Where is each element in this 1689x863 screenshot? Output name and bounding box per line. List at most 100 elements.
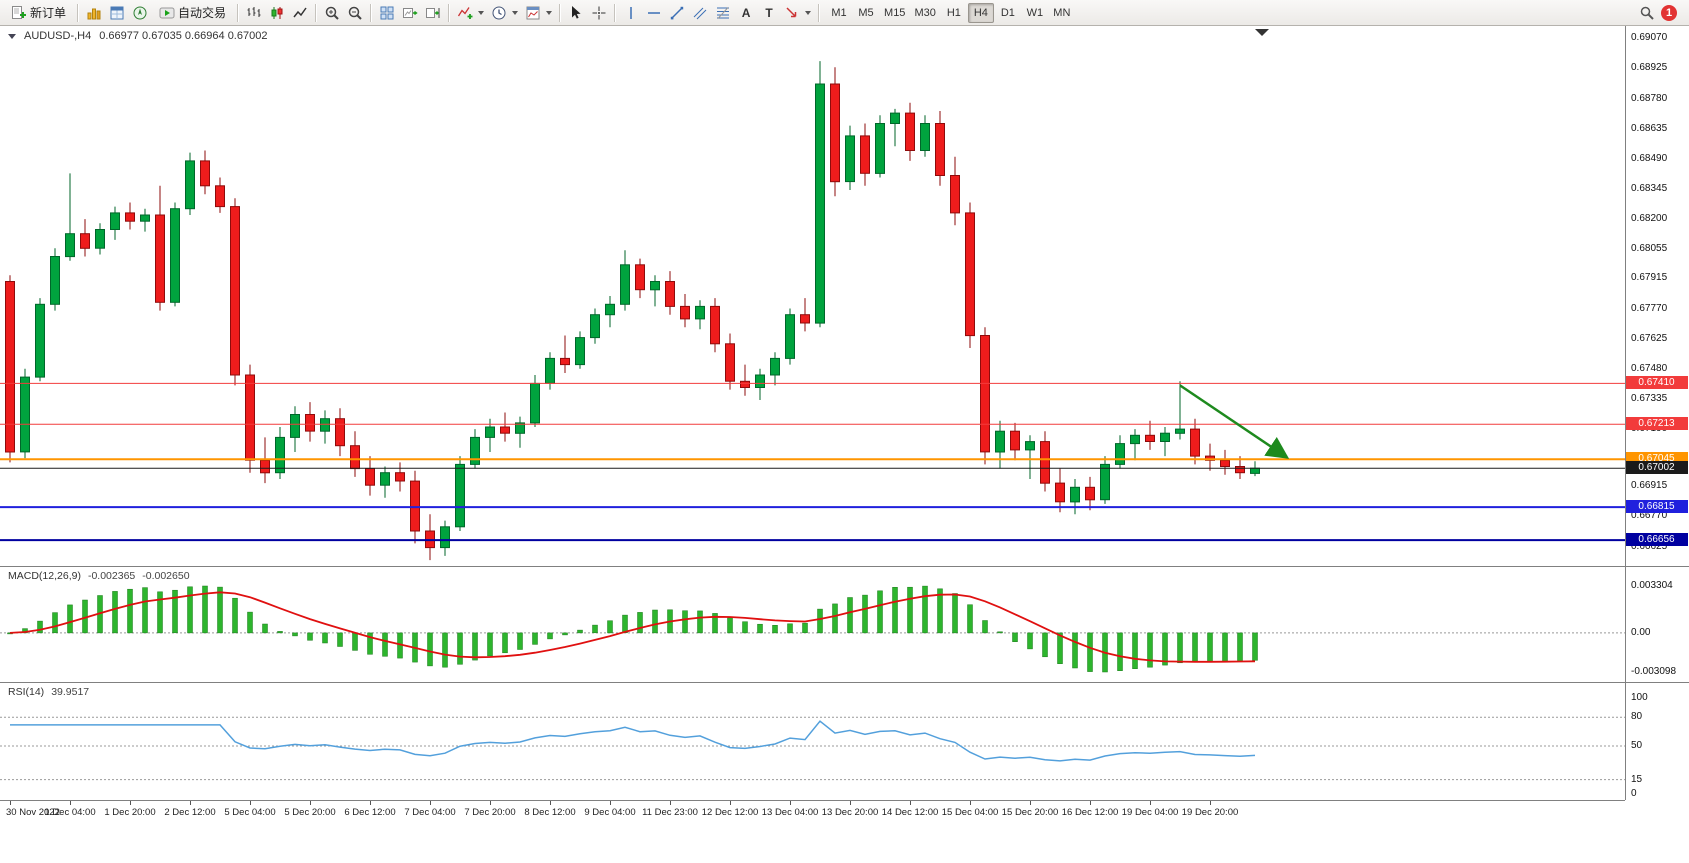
price-scale[interactable]: 0.69070 0.68925 0.68780 0.68635 0.68490 0.683… (1625, 26, 1689, 800)
timeframe-h4-button[interactable]: H4 (967, 2, 994, 23)
time-tick (790, 801, 791, 805)
rsi-value: 39.9517 (51, 686, 90, 698)
navigator-button[interactable] (129, 2, 151, 24)
chart-shift-marker[interactable] (1255, 29, 1269, 36)
autotrading-button[interactable]: 自动交易 (152, 2, 233, 24)
tile-windows-button[interactable] (376, 2, 398, 24)
trend-arrow-annotation[interactable] (1179, 384, 1290, 459)
macd-histogram (7, 585, 1258, 673)
time-tick (670, 801, 671, 805)
time-axis-label: 6 Dec 12:00 (344, 807, 396, 818)
price-tick-label: 0.68490 (1631, 153, 1668, 164)
price-tick-label: 0.69070 (1631, 32, 1668, 43)
time-axis[interactable]: 30 Nov 2022 1 Dec 04:00 1 Dec 20:00 2 Dec 1… (0, 800, 1625, 823)
toolbar-separator (559, 3, 562, 22)
text-tool-button[interactable]: A (735, 2, 757, 24)
market-watch-button[interactable] (83, 2, 105, 24)
indicators-button[interactable] (454, 2, 487, 24)
macd-signal-value: -0.002650 (142, 570, 190, 582)
data-window-icon (110, 6, 124, 19)
time-tick (130, 801, 131, 805)
time-tick (1150, 801, 1151, 805)
timeframe-m1-button[interactable]: M1 (826, 3, 852, 23)
timeframe-w1-button[interactable]: W1 (1022, 3, 1048, 23)
autotrading-play-icon (159, 7, 175, 18)
time-tick (310, 801, 311, 805)
market-watch-icon (87, 8, 101, 19)
time-tick (250, 801, 251, 805)
time-tick (70, 801, 71, 805)
macd-signal-line (9, 591, 1256, 663)
periods-button[interactable] (488, 2, 521, 24)
channel-button[interactable] (689, 2, 711, 24)
chart-shift-button[interactable] (422, 2, 444, 24)
bar-chart-button[interactable] (243, 2, 265, 24)
new-order-button[interactable]: 新订单 (4, 2, 73, 24)
chart-ohlc-values: 0.66977 0.67035 0.66964 0.67002 (99, 30, 268, 42)
time-axis-label: 1 Dec 20:00 (104, 807, 156, 818)
rsi-axis-label: 100 (1631, 692, 1648, 703)
cursor-button[interactable] (565, 2, 587, 24)
price-tick-label: 0.67915 (1631, 272, 1668, 283)
panel-separator-rsi[interactable] (0, 682, 1689, 683)
timeframe-mn-button[interactable]: MN (1049, 3, 1075, 23)
price-scale-separator (1625, 26, 1626, 800)
price-tick-label: 0.68925 (1631, 62, 1668, 73)
horizontal-line-icon (648, 11, 661, 14)
shapes-button[interactable] (781, 2, 814, 24)
vertical-line-icon (630, 6, 632, 19)
crosshair-button[interactable] (588, 2, 610, 24)
new-order-label: 新订单 (30, 6, 67, 20)
chart-title: AUDUSD-,H4 0.66977 0.67035 0.66964 0.670… (8, 30, 267, 42)
vertical-line-button[interactable] (620, 2, 642, 24)
panel-separator-macd[interactable] (0, 566, 1689, 567)
time-axis-label: 7 Dec 04:00 (404, 807, 456, 818)
macd-main-value: -0.002365 (87, 570, 136, 582)
label-tool-button[interactable]: T (758, 2, 780, 24)
notification-badge[interactable]: 1 (1661, 4, 1677, 21)
candlestick-chart-icon (271, 6, 283, 19)
timeframe-h1-button[interactable]: H1 (941, 3, 967, 23)
zoom-in-button[interactable] (321, 2, 343, 24)
horizontal-line-button[interactable] (643, 2, 665, 24)
data-window-button[interactable] (106, 2, 128, 24)
rsi-axis-label: 0 (1631, 788, 1637, 799)
time-axis-label: 12 Dec 12:00 (701, 807, 759, 818)
price-tick-label: 0.68780 (1631, 93, 1668, 104)
indicators-icon (457, 6, 473, 19)
search-button[interactable] (1636, 2, 1658, 24)
zoom-in-icon (325, 6, 339, 20)
candlestick-chart-button[interactable] (266, 2, 288, 24)
timeframe-m5-button[interactable]: M5 (853, 3, 879, 23)
timeframe-m30-button[interactable]: M30 (910, 3, 939, 23)
time-tick (370, 801, 371, 805)
label-tool-icon: T (765, 5, 773, 20)
rsi-panel[interactable] (0, 682, 1625, 800)
fibonacci-button[interactable] (712, 2, 734, 24)
zoom-out-icon (348, 6, 362, 20)
one-click-trading-toggle-icon[interactable] (8, 33, 16, 39)
price-tick-label: 0.67770 (1631, 303, 1668, 314)
trendline-button[interactable] (666, 2, 688, 24)
cursor-icon (572, 5, 581, 19)
time-axis-label: 2 Dec 12:00 (164, 807, 216, 818)
time-tick (1090, 801, 1091, 805)
timeframe-toolbar: M1 M5 M15 M30 H1 H4 D1 W1 MN (826, 2, 1075, 23)
timeframe-m15-button[interactable]: M15 (880, 3, 909, 23)
price-tick-label: 0.66915 (1631, 480, 1668, 491)
time-tick (1210, 801, 1211, 805)
toolbar-separator (315, 3, 318, 22)
line-chart-button[interactable] (289, 2, 311, 24)
macd-panel[interactable] (0, 566, 1625, 682)
price-line-label: 0.66656 (1625, 533, 1688, 546)
chart-window: AUDUSD-,H4 0.66977 0.67035 0.66964 0.670… (0, 26, 1689, 863)
zoom-out-button[interactable] (344, 2, 366, 24)
arrow-shape-icon (786, 6, 797, 17)
templates-button[interactable] (522, 2, 555, 24)
timeframe-d1-button[interactable]: D1 (995, 3, 1021, 23)
price-chart[interactable] (0, 26, 1625, 566)
time-axis-label: 16 Dec 12:00 (1061, 807, 1119, 818)
auto-scroll-button[interactable] (399, 2, 421, 24)
tile-windows-icon (380, 6, 394, 19)
macd-label: MACD(12,26,9) -0.002365 -0.002650 (8, 570, 190, 582)
